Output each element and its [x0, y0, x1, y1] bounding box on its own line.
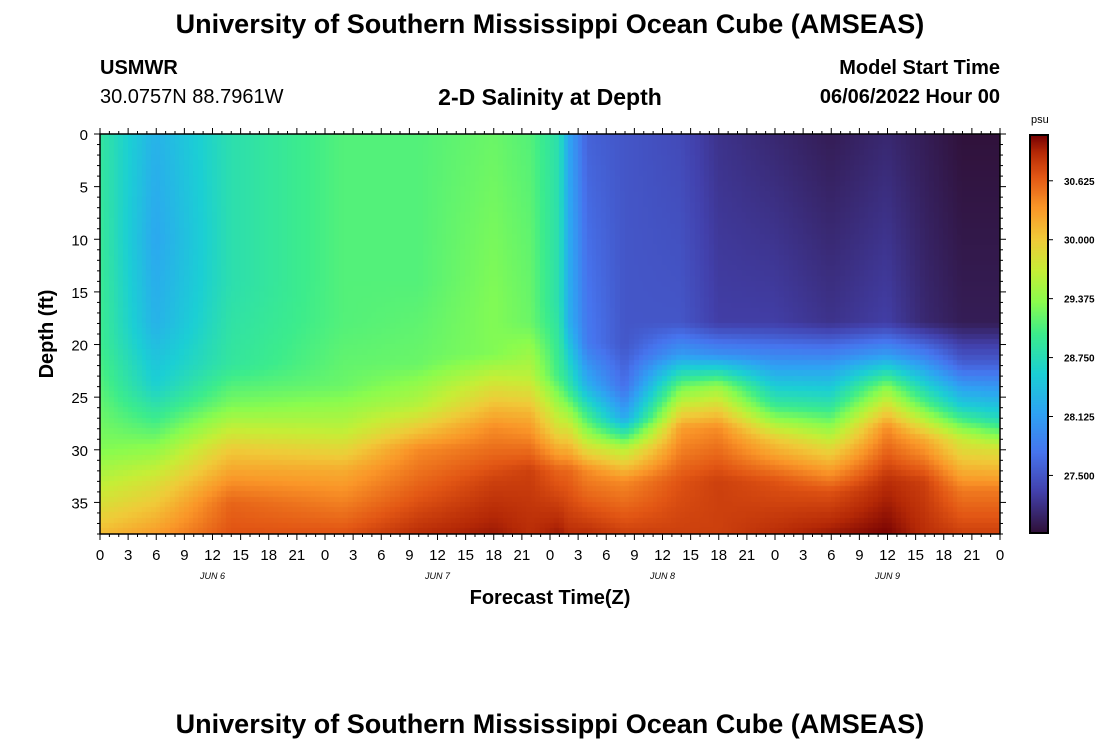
y-tick-label: 25: [71, 390, 88, 407]
colorbar-gradient: [1031, 136, 1047, 532]
y-tick-label: 30: [71, 443, 88, 460]
x-tick-label: 6: [377, 547, 385, 564]
x-tick-label: 9: [405, 547, 413, 564]
x-tick-label: 18: [935, 547, 952, 564]
x-tick-label: 12: [429, 547, 446, 564]
model-start-value: 06/06/2022 Hour 00: [819, 86, 1000, 108]
x-axis-label: Forecast Time(Z): [470, 587, 631, 609]
x-tick-label: 15: [907, 547, 924, 564]
x-tick-label: 0: [996, 547, 1004, 564]
x-tick-label: 0: [321, 547, 329, 564]
station-name: USMWR: [100, 57, 178, 79]
page-title: University of Southern Mississippi Ocean…: [175, 9, 925, 39]
colorbar-tick-label: 29.375: [1064, 295, 1095, 306]
x-tick-label: 0: [771, 547, 779, 564]
x-tick-label: 9: [630, 547, 638, 564]
x-tick-label: 12: [879, 547, 896, 564]
date-label: JUN 9: [874, 571, 900, 581]
x-tick-label: 9: [855, 547, 863, 564]
colorbar-tick-label: 30.000: [1064, 236, 1095, 247]
x-tick-label: 12: [654, 547, 671, 564]
y-tick-label: 35: [71, 495, 88, 512]
colorbar: [1029, 134, 1049, 534]
salinity-heatmap: [100, 134, 1000, 534]
x-tick-label: 9: [180, 547, 188, 564]
colorbar-tick-label: 28.125: [1064, 413, 1095, 424]
x-tick-label: 3: [574, 547, 582, 564]
x-tick-label: 6: [152, 547, 160, 564]
plot-frame: [99, 133, 1001, 535]
date-label: JUN 6: [199, 571, 225, 581]
x-tick-label: 12: [204, 547, 221, 564]
y-tick-label: 5: [80, 180, 88, 197]
x-tick-label: 21: [739, 547, 756, 564]
colorbar-unit: psu: [1031, 114, 1049, 126]
x-tick-label: 15: [457, 547, 474, 564]
colorbar-tick-label: 28.750: [1064, 354, 1095, 365]
x-tick-label: 21: [289, 547, 306, 564]
y-tick-label: 15: [71, 285, 88, 302]
x-tick-label: 3: [124, 547, 132, 564]
y-tick-label: 0: [80, 127, 88, 144]
x-tick-label: 18: [710, 547, 727, 564]
footer-title: University of Southern Mississippi Ocean…: [175, 709, 925, 739]
x-tick-label: 21: [514, 547, 531, 564]
x-tick-label: 15: [232, 547, 249, 564]
x-tick-label: 3: [799, 547, 807, 564]
x-tick-label: 0: [546, 547, 554, 564]
y-axis-label: Depth (ft): [36, 290, 58, 379]
x-tick-label: 18: [260, 547, 277, 564]
y-tick-label: 10: [71, 232, 88, 249]
model-start-label: Model Start Time: [839, 57, 1000, 79]
plot-area: [100, 134, 1000, 534]
colorbar-tick-label: 30.625: [1064, 177, 1095, 188]
x-tick-label: 3: [349, 547, 357, 564]
x-tick-label: 18: [485, 547, 502, 564]
colorbar-tick-label: 27.500: [1064, 471, 1095, 482]
plot-title: 2-D Salinity at Depth: [438, 84, 662, 110]
x-tick-label: 0: [96, 547, 104, 564]
x-tick-label: 6: [827, 547, 835, 564]
date-label: JUN 7: [424, 571, 451, 581]
station-coords: 30.0757N 88.7961W: [100, 86, 284, 108]
x-tick-label: 15: [682, 547, 699, 564]
date-label: JUN 8: [649, 571, 675, 581]
y-tick-label: 20: [71, 338, 88, 355]
x-tick-label: 21: [964, 547, 981, 564]
x-tick-label: 6: [602, 547, 610, 564]
